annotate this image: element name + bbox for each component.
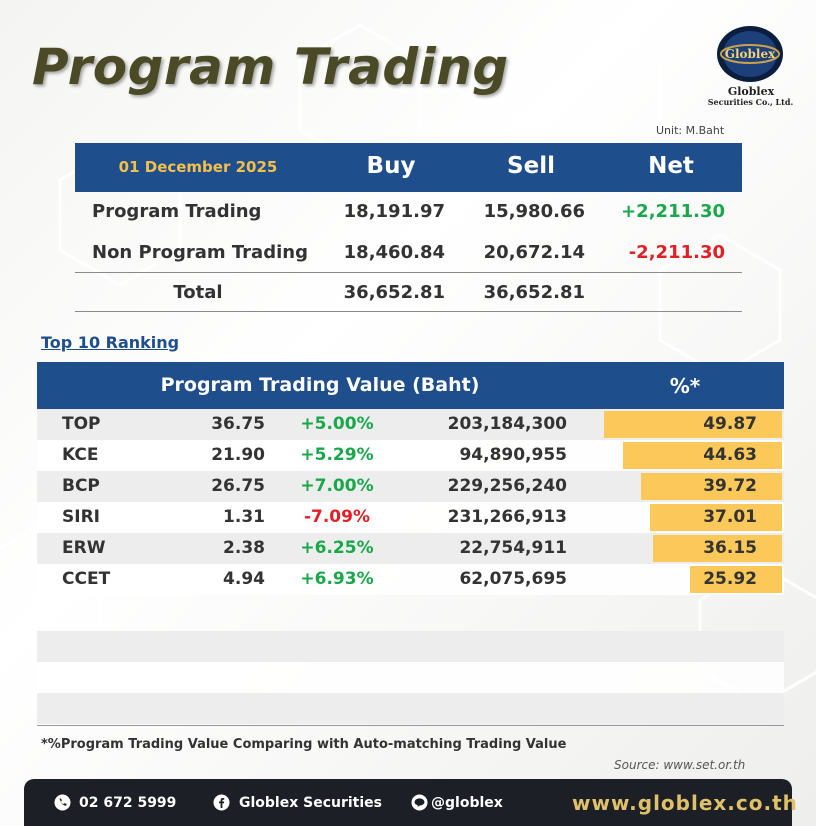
stock-change: +5.29% [300,445,374,465]
stock-symbol: SIRI [62,507,100,527]
line-chat-icon [411,794,428,811]
net-column-header: Net [648,153,694,179]
stock-change: +6.25% [300,538,374,558]
stock-price: 21.90 [211,445,265,465]
percent-bar [650,504,782,531]
stock-symbol: ERW [62,538,106,558]
stock-price: 1.31 [223,507,265,527]
stock-price: 2.38 [223,538,265,558]
phone-icon [54,794,71,811]
trading-value: 231,266,913 [447,507,567,527]
ranking-row: TOP 36.75 +5.00% 203,184,300 49.87 [37,409,784,440]
trading-value: 203,184,300 [447,414,567,434]
footer-bar [24,779,792,826]
stock-symbol: TOP [62,414,101,434]
percent-bar [604,411,782,438]
ranking-empty-row [37,693,784,724]
program-trading-buy: 18,191.97 [343,201,445,222]
summary-divider [75,272,742,273]
ranking-header [37,362,784,409]
trading-value: 22,754,911 [459,538,567,558]
percent-bar [623,442,782,469]
ranking-bottom-line [37,725,784,726]
top10-ranking-title: Top 10 Ranking [41,333,180,352]
trading-percent: 37.01 [703,507,757,527]
percent-bar [653,535,782,562]
source-label: Source: www.set.or.th [614,758,746,772]
summary-bottom-line [75,311,742,312]
non-program-trading-buy: 18,460.84 [343,242,445,263]
buy-column-header: Buy [366,153,416,179]
facebook-icon [213,794,230,811]
trading-value: 94,890,955 [459,445,567,465]
unit-label: Unit: M.Baht [656,124,725,137]
stock-symbol: BCP [62,476,100,496]
trading-value: 62,075,695 [459,569,567,589]
non-program-trading-sell: 20,672.14 [483,242,585,263]
program-trading-label: Program Trading [92,201,262,222]
percent-bar [690,566,782,593]
summary-header [75,143,742,192]
trading-percent: 25.92 [703,569,757,589]
sell-column-header: Sell [507,153,555,179]
stock-symbol: CCET [62,569,111,589]
trading-percent: 44.63 [703,445,757,465]
percent-bar [641,473,782,500]
non-program-trading-label: Non Program Trading [92,242,308,263]
stock-change: +7.00% [300,476,374,496]
footer-line: @globlex [431,795,503,811]
stock-symbol: KCE [62,445,99,465]
non-program-trading-net: -2,211.30 [628,242,725,263]
summary-date: 01 December 2025 [118,158,278,176]
stock-price: 26.75 [211,476,265,496]
trading-value: 229,256,240 [447,476,567,496]
footer-facebook: Globlex Securities [239,795,382,811]
stock-change: +6.93% [300,569,374,589]
trading-percent: 49.87 [703,414,757,434]
total-buy: 36,652.81 [343,282,445,303]
stock-price: 4.94 [223,569,265,589]
ranking-row: CCET 4.94 +6.93% 62,075,695 25.92 [37,564,784,595]
company-name: Globlex [727,85,775,98]
logo-text: Globlex [725,47,776,61]
stock-change: +5.00% [300,414,374,434]
ranking-row: BCP 26.75 +7.00% 229,256,240 39.72 [37,471,784,502]
page-title: Program Trading [32,38,509,96]
program-trading-net: +2,211.30 [621,201,725,222]
stock-change: -7.09% [303,507,371,527]
trading-percent: 39.72 [703,476,757,496]
ranking-header-value: Program Trading Value (Baht) [160,374,480,396]
ranking-empty-row [37,662,784,693]
trading-percent: 36.15 [703,538,757,558]
globlex-logo: Globlex [717,26,783,82]
total-sell: 36,652.81 [483,282,585,303]
total-label: Total [173,282,223,303]
ranking-row: KCE 21.90 +5.29% 94,890,955 44.63 [37,440,784,471]
footnote: *%Program Trading Value Comparing with A… [41,737,567,752]
program-trading-sell: 15,980.66 [483,201,585,222]
footer-website[interactable]: www.globlex.co.th [572,791,798,815]
company-subtitle: Securities Co., Ltd. [707,97,794,107]
ranking-row: ERW 2.38 +6.25% 22,754,911 36.15 [37,533,784,564]
footer-phone: 02 672 5999 [79,795,177,811]
ranking-header-percent: %* [669,374,701,398]
ranking-row: SIRI 1.31 -7.09% 231,266,913 37.01 [37,502,784,533]
stock-price: 36.75 [211,414,265,434]
ranking-empty-row [37,631,784,662]
